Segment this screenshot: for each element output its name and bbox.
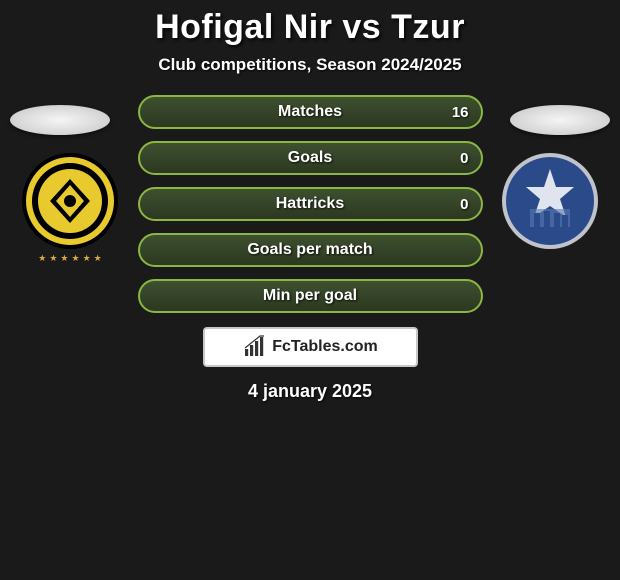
stats-rows: Matches 16 Goals 0 Hattricks 0 Goals per… (138, 95, 483, 313)
star-icon: ★ (72, 253, 80, 264)
star-icon: ★ (60, 253, 68, 264)
star-icon: ★ (38, 253, 46, 264)
team-badge-left (20, 151, 120, 251)
stat-value: 16 (452, 104, 469, 121)
comparison-content: ★ ★ ★ ★ ★ ★ Matches 16 Goals 0 Hattricks (0, 95, 620, 402)
stat-label: Goals (288, 149, 332, 167)
brand-attribution[interactable]: FcTables.com (203, 327, 418, 367)
brand-text: FcTables.com (272, 338, 378, 356)
stat-row-goals: Goals 0 (138, 141, 483, 175)
team-left-stars: ★ ★ ★ ★ ★ ★ (24, 253, 116, 264)
star-icon: ★ (83, 253, 91, 264)
stat-value: 0 (460, 196, 468, 213)
team-badge-left-svg (20, 151, 120, 251)
team-badge-right-svg (500, 151, 600, 251)
comparison-date: 4 january 2025 (0, 381, 620, 402)
stat-row-min-per-goal: Min per goal (138, 279, 483, 313)
stat-row-goals-per-match: Goals per match (138, 233, 483, 267)
stat-label: Matches (278, 103, 342, 121)
stat-row-hattricks: Hattricks 0 (138, 187, 483, 221)
star-icon: ★ (49, 253, 57, 264)
bar-chart-icon (242, 335, 266, 359)
star-icon: ★ (94, 253, 102, 264)
stat-label: Min per goal (263, 287, 357, 305)
stat-label: Hattricks (276, 195, 344, 213)
stat-value: 0 (460, 150, 468, 167)
page-subtitle: Club competitions, Season 2024/2025 (0, 55, 620, 75)
left-ellipse-decor (10, 105, 110, 135)
stat-row-matches: Matches 16 (138, 95, 483, 129)
right-ellipse-decor (510, 105, 610, 135)
team-badge-right (500, 151, 600, 251)
stat-label: Goals per match (247, 241, 372, 259)
page-title: Hofigal Nir vs Tzur (0, 0, 620, 47)
